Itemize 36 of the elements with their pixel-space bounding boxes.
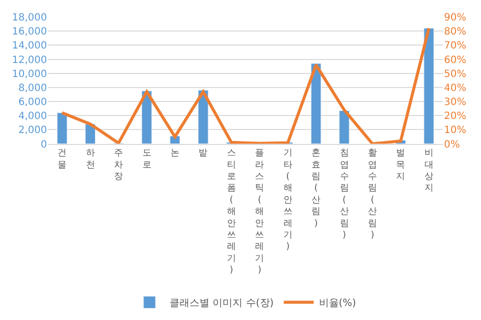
category-label: 스티로폼(해안쓰레기) <box>226 148 236 276</box>
y2-tick-label: 60% <box>444 54 466 66</box>
y2-tick-label: 10% <box>444 125 466 136</box>
y2-tick-label: 80% <box>444 26 466 38</box>
category-label: 플라스틱(해안쓰레기) <box>255 148 264 276</box>
legend-label: 비율(%) <box>318 298 356 310</box>
y2-tick-label: 40% <box>444 82 466 94</box>
category-label: 기타(해안쓰레기) <box>283 148 292 252</box>
y-tick-label: 6,000 <box>18 97 47 108</box>
x-tick-label: 하천 <box>86 148 95 170</box>
y2-tick-label: 50% <box>444 68 466 80</box>
y-tick-label: 16,000 <box>12 26 47 38</box>
y-tick-label: 8,000 <box>18 82 47 94</box>
x-tick-label: 논 <box>170 148 180 159</box>
y-tick-label: 14,000 <box>12 40 47 52</box>
y2-tick-label: 90% <box>444 12 466 24</box>
y-tick-label: 4,000 <box>18 111 47 122</box>
x-tick-label: 침엽수림(산림) <box>340 148 349 240</box>
x-tick-label: 혼효림(산림) <box>312 148 321 229</box>
x-tick-label: 비대상지 <box>424 148 434 194</box>
legend-label: 클래스별 이미지 수(장) <box>170 298 274 310</box>
y-tick-label: 10,000 <box>12 68 47 80</box>
x-tick-label: 밭 <box>198 148 208 159</box>
x-tick-label: 도로 <box>142 148 152 170</box>
y2-tick-label: 70% <box>444 40 466 52</box>
y2-tick-label: 0% <box>444 139 460 150</box>
x-tick-label: 활엽수림(산림) <box>368 148 377 240</box>
y2-tick-label: 20% <box>444 111 466 122</box>
y-tick-label: 0 <box>40 139 47 150</box>
x-tick-label: 벌목지 <box>396 148 406 182</box>
x-tick-label: 주차장 <box>114 148 124 182</box>
y-tick-label: 12,000 <box>12 54 47 66</box>
y-tick-label: 2,000 <box>18 125 47 136</box>
y-tick-label: 18,000 <box>12 12 47 24</box>
x-tick-label: 건물 <box>58 148 67 170</box>
y2-tick-label: 30% <box>444 97 466 108</box>
